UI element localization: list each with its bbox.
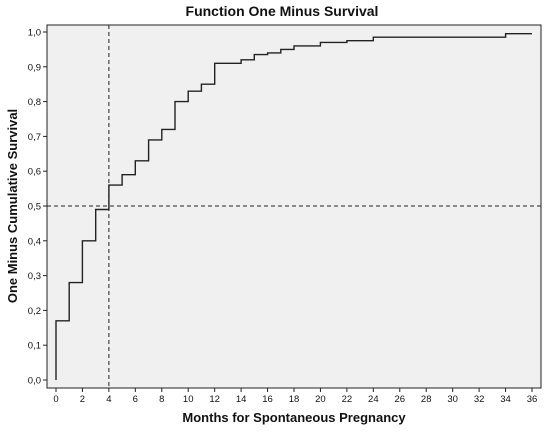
x-tick-label: 20: [315, 394, 326, 405]
x-tick-label: 0: [53, 394, 58, 405]
x-tick-label: 10: [183, 394, 194, 405]
x-axis-title: Months for Spontaneous Pregnancy: [182, 410, 406, 425]
x-tick-label: 34: [500, 394, 511, 405]
cumulative-step-line: [55, 33, 532, 380]
x-tick-label: 2: [80, 394, 85, 405]
x-tick-label: 6: [133, 394, 138, 405]
y-tick-label: 0,5: [28, 202, 41, 213]
x-axis: 0 2 4 6 8 10 12 14 16 18 20 22 24 26 28 30 32 34 36: [53, 388, 537, 405]
y-tick-label: 0,1: [28, 341, 41, 352]
y-tick-label: 1,0: [28, 28, 41, 39]
x-tick-label: 30: [447, 394, 458, 405]
x-tick-label: 36: [527, 394, 538, 405]
x-tick-label: 14: [236, 394, 247, 405]
x-tick-label: 32: [474, 394, 485, 405]
y-tick-label: 0,2: [28, 306, 41, 317]
y-tick-label: 0,3: [28, 271, 41, 282]
y-tick-label: 0,4: [28, 236, 41, 247]
x-tick-label: 18: [289, 394, 300, 405]
x-tick-label: 26: [394, 394, 405, 405]
x-tick-label: 16: [262, 394, 273, 405]
chart-title: Function One Minus Survival: [186, 3, 379, 19]
x-tick-label: 28: [421, 394, 432, 405]
x-tick-label: 22: [342, 394, 353, 405]
y-axis: 0,0 0,1 0,2 0,3 0,4 0,5 0,6 0,7 0,8 0,9 1,0: [28, 28, 47, 387]
y-tick-label: 0,6: [28, 167, 41, 178]
reference-lines: [47, 25, 541, 388]
y-axis-title: One Minus Cumulative Survival: [5, 109, 20, 303]
x-tick-label: 12: [209, 394, 220, 405]
y-tick-label: 0,9: [28, 62, 41, 73]
x-tick-label: 24: [368, 394, 379, 405]
y-tick-label: 0,8: [28, 97, 41, 108]
y-tick-label: 0,0: [28, 376, 41, 387]
x-tick-label: 8: [159, 394, 164, 405]
x-tick-label: 4: [106, 394, 111, 405]
y-tick-label: 0,7: [28, 132, 41, 143]
